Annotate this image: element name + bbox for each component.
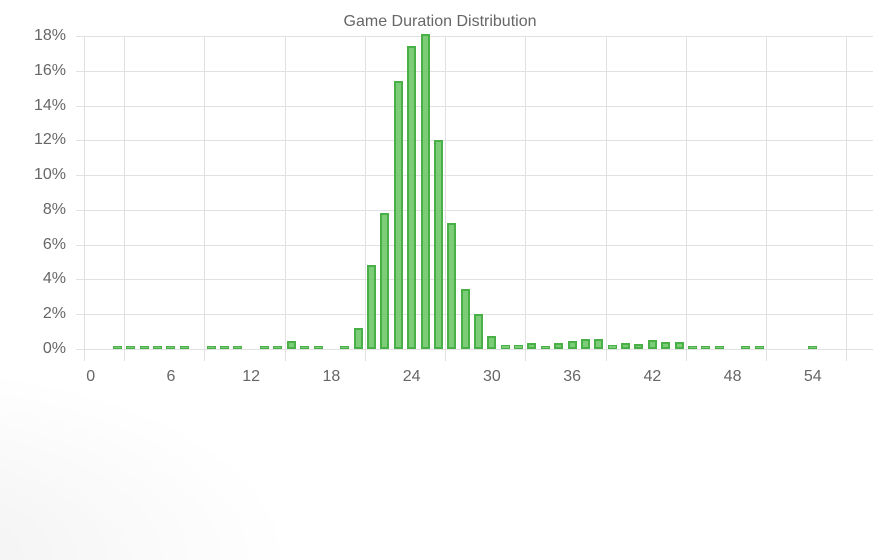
bar[interactable]: [233, 346, 243, 349]
v-gridline: [365, 36, 366, 361]
bar[interactable]: [407, 46, 417, 349]
bar[interactable]: [460, 289, 470, 349]
bar[interactable]: [206, 346, 216, 349]
v-gridline: [766, 36, 767, 361]
h-gridline: [76, 140, 873, 141]
y-tick-label: 16%: [33, 62, 66, 79]
bar[interactable]: [313, 346, 323, 349]
h-gridline: [76, 106, 873, 107]
bar[interactable]: [647, 340, 657, 349]
x-tick-label: 0: [86, 368, 96, 385]
v-gridline: [686, 36, 687, 361]
bar[interactable]: [447, 222, 457, 349]
x-tick-label: 12: [242, 368, 261, 385]
bar[interactable]: [554, 342, 564, 349]
bar[interactable]: [567, 341, 577, 349]
bar[interactable]: [594, 338, 604, 349]
bar[interactable]: [260, 346, 270, 349]
y-tick-label: 18%: [33, 27, 66, 44]
h-gridline: [76, 175, 873, 176]
bar[interactable]: [433, 140, 443, 349]
x-tick-label: 36: [563, 368, 581, 385]
h-gridline: [76, 210, 873, 211]
bar[interactable]: [393, 81, 403, 349]
bar[interactable]: [219, 346, 229, 349]
h-gridline: [76, 36, 873, 37]
y-tick-label: 12%: [33, 131, 66, 148]
y-tick-label: 10%: [33, 166, 66, 183]
bar[interactable]: [340, 345, 350, 349]
bar[interactable]: [179, 346, 189, 349]
bar[interactable]: [714, 346, 724, 349]
x-tick-label: 54: [803, 368, 822, 385]
v-gridline: [525, 36, 526, 361]
bar[interactable]: [367, 264, 377, 349]
bar[interactable]: [634, 343, 644, 349]
bar[interactable]: [139, 346, 149, 349]
v-gridline: [445, 36, 446, 361]
v-gridline: [84, 36, 85, 361]
bar[interactable]: [607, 345, 617, 349]
bar[interactable]: [500, 345, 510, 349]
v-gridline: [285, 36, 286, 361]
bar[interactable]: [621, 342, 631, 349]
bar[interactable]: [286, 341, 296, 349]
bar[interactable]: [474, 314, 483, 349]
bar[interactable]: [741, 346, 751, 349]
v-gridline: [606, 36, 607, 361]
x-tick-label: 30: [482, 368, 501, 385]
v-gridline: [204, 36, 205, 361]
bar[interactable]: [300, 346, 310, 349]
bar[interactable]: [674, 341, 684, 349]
bar[interactable]: [754, 346, 764, 349]
bar[interactable]: [661, 341, 671, 349]
bar[interactable]: [808, 346, 818, 349]
background-shadow: [0, 360, 300, 560]
x-tick-label: 24: [402, 368, 421, 385]
h-gridline: [76, 349, 873, 350]
x-tick-label: 42: [643, 368, 662, 385]
x-tick-label: 18: [322, 368, 341, 385]
x-tick-label: 6: [166, 368, 176, 385]
bar[interactable]: [420, 34, 430, 349]
y-tick-label: 4%: [42, 270, 66, 287]
chart-title: Game Duration Distribution: [343, 13, 537, 30]
bar[interactable]: [166, 346, 176, 349]
bar[interactable]: [153, 346, 163, 349]
y-tick-label: 14%: [33, 97, 66, 114]
h-gridline: [76, 71, 873, 72]
y-tick-label: 0%: [42, 340, 66, 357]
bar[interactable]: [687, 345, 697, 349]
v-gridline: [846, 36, 847, 361]
bar[interactable]: [273, 346, 283, 349]
bar[interactable]: [112, 346, 122, 349]
v-gridline: [124, 36, 125, 361]
bar[interactable]: [514, 345, 524, 349]
bar[interactable]: [527, 342, 537, 349]
bar[interactable]: [701, 345, 711, 349]
y-tick-label: 6%: [42, 236, 66, 253]
bar[interactable]: [580, 339, 590, 349]
x-tick-label: 48: [723, 368, 742, 385]
h-gridline: [76, 245, 873, 246]
y-tick-label: 8%: [42, 201, 66, 218]
bar[interactable]: [540, 346, 550, 349]
bar[interactable]: [487, 335, 497, 349]
y-tick-label: 2%: [42, 305, 66, 322]
bar[interactable]: [126, 346, 136, 349]
bar[interactable]: [380, 213, 390, 349]
bar[interactable]: [353, 328, 363, 349]
h-gridline: [76, 279, 873, 280]
